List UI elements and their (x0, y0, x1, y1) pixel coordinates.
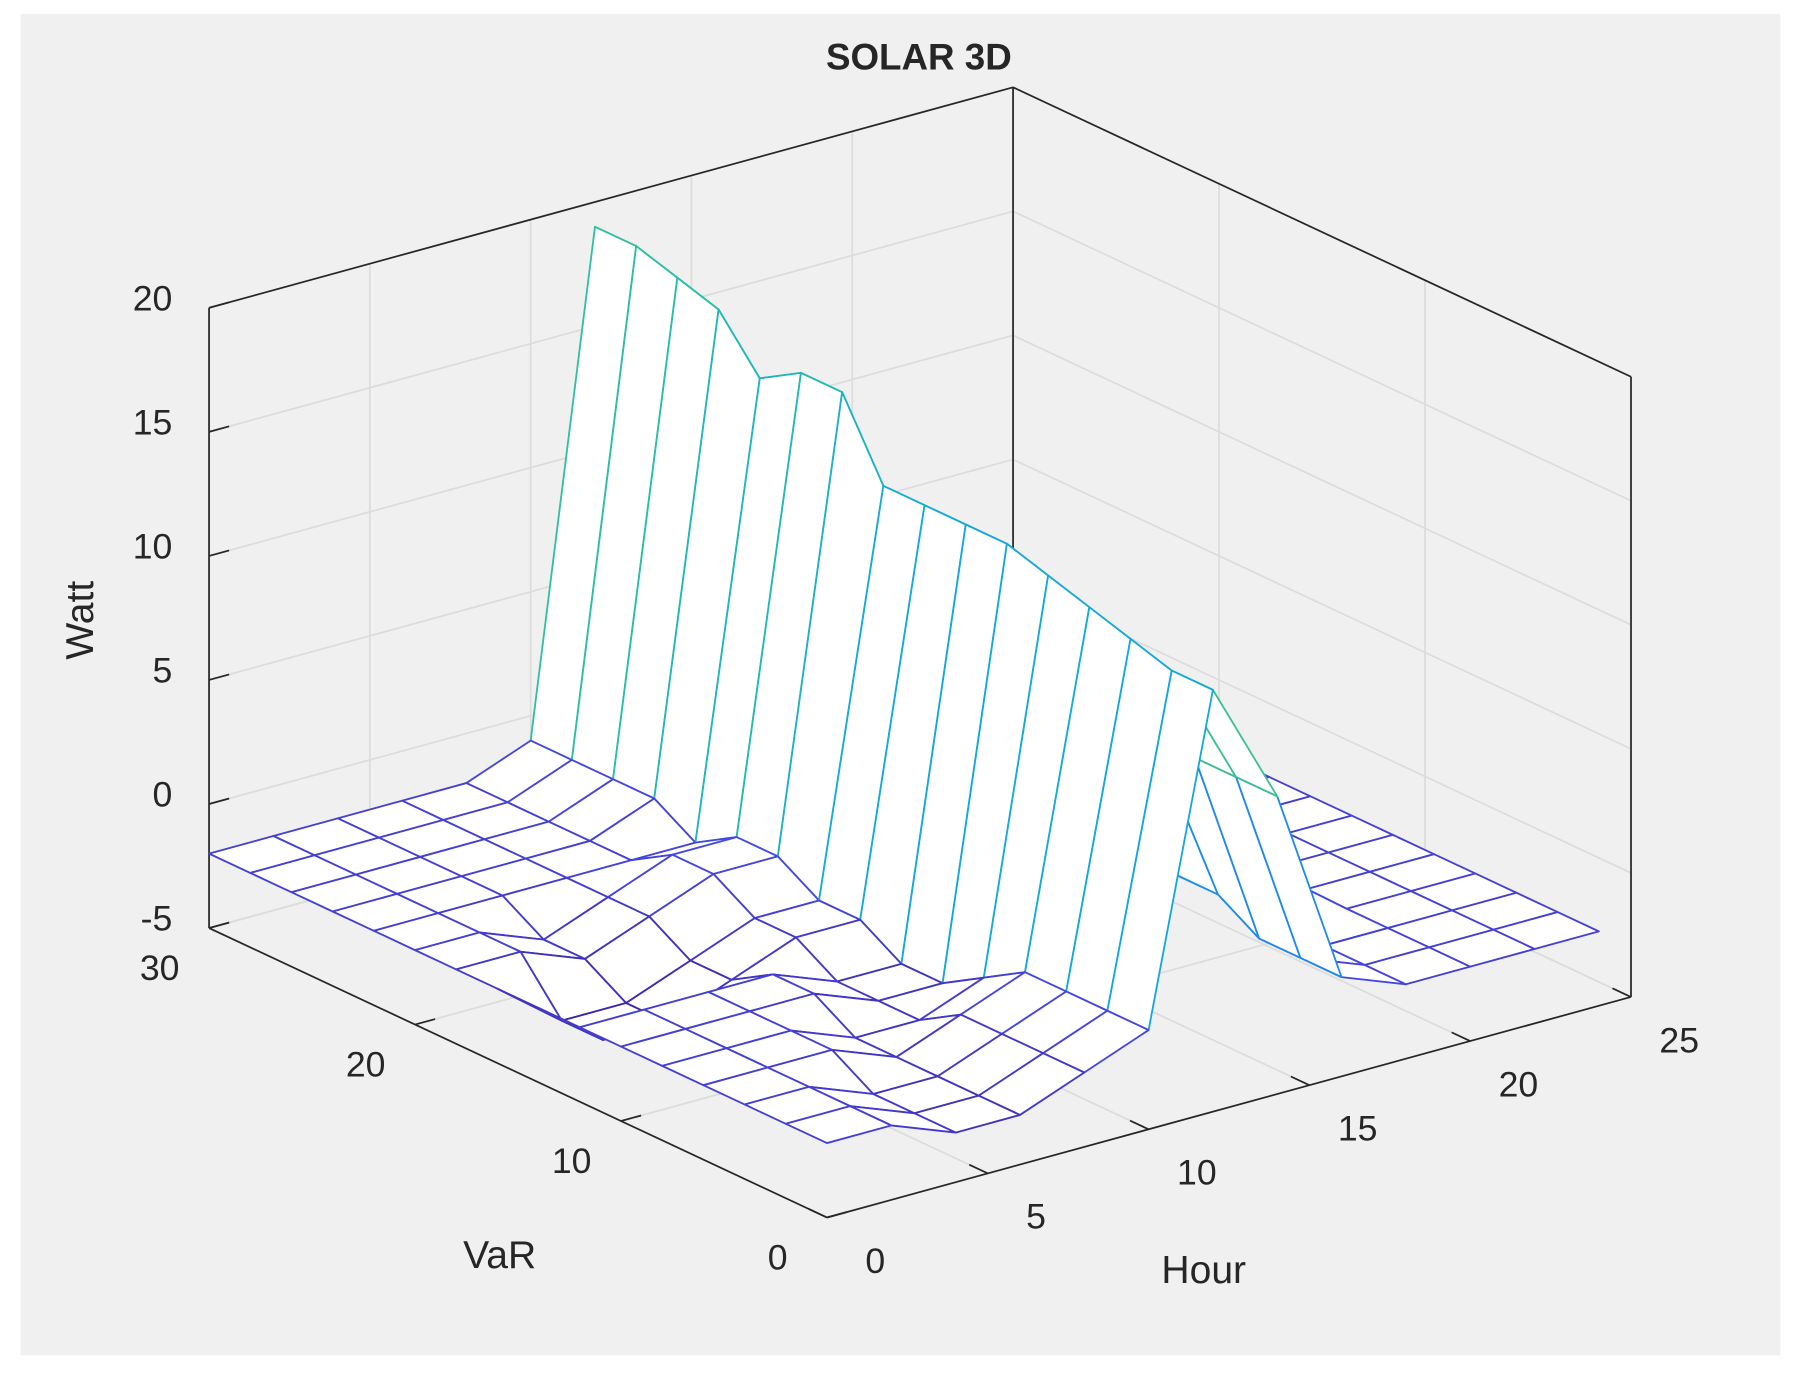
x-tick-label: 25 (1659, 1020, 1699, 1060)
axis-line (1012, 86, 1632, 378)
tick-mark (808, 1208, 828, 1219)
tick-mark (826, 1211, 848, 1219)
z-tick-label: 15 (133, 402, 173, 442)
y-tick-label: 0 (768, 1237, 788, 1277)
tick-mark (1129, 1119, 1149, 1131)
tick-mark (208, 301, 230, 309)
grid-line (1012, 334, 1632, 626)
axis-line (208, 927, 828, 1219)
tick-mark (414, 1018, 436, 1026)
z-tick-label: -5 (141, 899, 173, 939)
tick-mark (968, 1163, 989, 1175)
x-tick-label: 15 (1338, 1109, 1378, 1149)
x-tick-label: 5 (1026, 1197, 1046, 1237)
x-tick-label: 20 (1499, 1064, 1539, 1104)
z-tick-label: 0 (153, 775, 173, 815)
grid-line (1012, 210, 1632, 502)
x-tick-label: 10 (1177, 1153, 1217, 1193)
z-tick-label: 20 (133, 278, 173, 318)
axis-line (208, 86, 1014, 309)
tick-mark (1290, 1075, 1310, 1086)
grid-line (1012, 458, 1632, 750)
y-tick-label: 10 (552, 1141, 592, 1181)
tick-mark (1451, 1031, 1471, 1042)
axis-line (826, 996, 1632, 1219)
tick-mark (208, 797, 230, 805)
tick-mark (208, 673, 230, 681)
z-tick-label: 5 (153, 650, 173, 690)
mesh-face (784, 1105, 893, 1144)
tick-mark (1612, 987, 1632, 998)
z-axis-label: Watt (59, 581, 102, 660)
z-tick-label: 10 (133, 526, 173, 566)
tick-mark (208, 921, 230, 929)
tick-mark (208, 425, 230, 433)
y-tick-label: 30 (140, 948, 180, 988)
tick-mark (208, 549, 230, 557)
y-tick-label: 20 (346, 1044, 386, 1084)
x-axis-label: Hour (1161, 1249, 1246, 1292)
tick-mark (620, 1114, 642, 1122)
x-tick-label: 0 (865, 1241, 885, 1281)
chart-title: SOLAR 3D (826, 36, 1012, 77)
y-axis-label: VaR (463, 1234, 536, 1277)
